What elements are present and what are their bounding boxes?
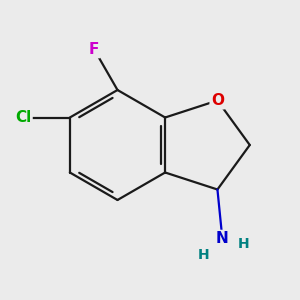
Text: Cl: Cl bbox=[15, 110, 31, 125]
Text: F: F bbox=[89, 42, 99, 57]
Text: N: N bbox=[216, 231, 229, 246]
Text: H: H bbox=[238, 237, 249, 251]
Text: O: O bbox=[211, 93, 224, 108]
Text: H: H bbox=[197, 248, 209, 262]
